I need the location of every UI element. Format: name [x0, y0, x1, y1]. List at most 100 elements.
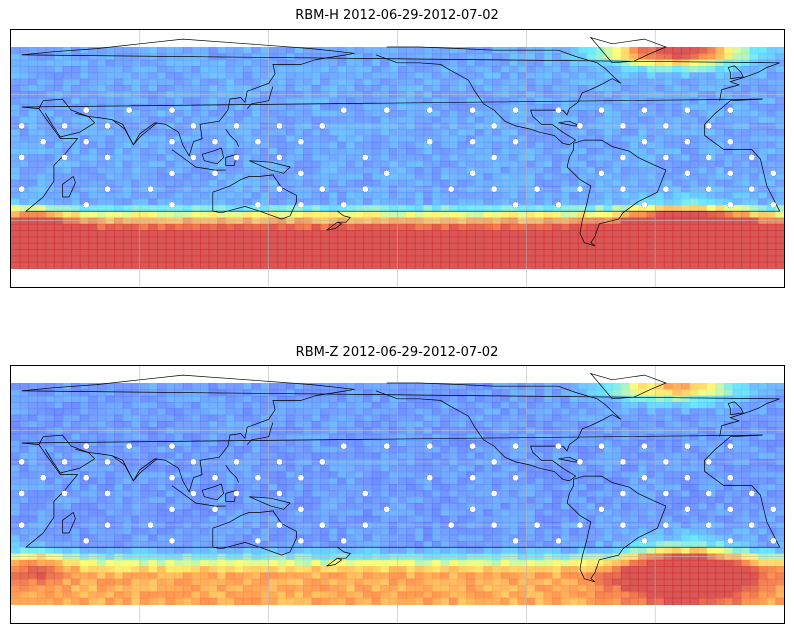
field-cell: [689, 135, 700, 143]
field-cell: [698, 242, 708, 250]
field-cell: [526, 84, 536, 93]
field-cell: [595, 217, 605, 225]
field-cell: [285, 122, 296, 131]
field-cell: [741, 122, 751, 131]
field-cell: [234, 484, 244, 492]
field-cell: [440, 78, 450, 86]
field-cell: [577, 223, 588, 232]
field-cell: [715, 53, 725, 61]
field-cell: [560, 72, 571, 80]
field-cell: [758, 477, 768, 485]
field-cell: [380, 179, 390, 187]
field-cell: [492, 465, 502, 473]
field-cell: [517, 91, 528, 99]
field-cell: [569, 439, 579, 448]
field-cell: [303, 446, 313, 454]
field-cell: [586, 78, 597, 86]
field-cell: [294, 141, 304, 149]
field-cell: [672, 97, 682, 105]
field-cell: [11, 230, 21, 238]
field-cell: [114, 179, 124, 187]
field-cell: [28, 160, 38, 168]
field-cell: [354, 59, 365, 67]
field-cell: [131, 110, 141, 118]
field-cell: [680, 53, 691, 61]
field-cell: [509, 59, 519, 67]
field-cell: [569, 116, 579, 124]
field-cell: [354, 141, 365, 149]
field-cell: [53, 401, 64, 410]
field-cell: [500, 116, 511, 124]
field-cell: [311, 110, 322, 118]
field-cell: [45, 471, 55, 479]
field-cell: [603, 395, 614, 403]
field-cell: [457, 116, 468, 124]
field-cell: [294, 414, 304, 422]
field-cell: [225, 116, 236, 124]
field-cell: [509, 211, 519, 219]
coastline: [38, 52, 355, 157]
field-cell: [715, 484, 725, 492]
station-marker: [555, 201, 562, 209]
field-cell: [251, 433, 262, 441]
field-cell: [526, 223, 536, 232]
field-cell: [62, 129, 73, 137]
field-cell: [526, 452, 536, 460]
field-cell: [620, 110, 631, 118]
field-cell: [655, 179, 665, 187]
field-cell: [354, 122, 365, 131]
field-cell: [440, 223, 450, 232]
field-cell: [328, 59, 339, 67]
field-cell: [449, 490, 459, 498]
field-cell: [698, 192, 708, 200]
field-cell: [732, 458, 743, 467]
field-cell: [311, 154, 322, 162]
field-cell: [157, 204, 167, 213]
field-cell: [457, 129, 468, 137]
field-cell: [406, 249, 416, 257]
field-cell: [354, 230, 365, 238]
field-cell: [457, 420, 468, 429]
field-cell: [569, 148, 579, 156]
field-cell: [208, 141, 219, 149]
field-cell: [303, 490, 313, 498]
field-cell: [303, 427, 313, 435]
field-cell: [517, 47, 528, 55]
field-cell: [36, 496, 47, 504]
field-cell: [457, 242, 468, 250]
field-cell: [517, 484, 528, 492]
field-cell: [200, 148, 210, 156]
field-cell: [603, 47, 614, 55]
field-cell: [406, 477, 416, 485]
field-cell: [646, 427, 657, 435]
field-cell: [586, 122, 597, 131]
field-cell: [191, 261, 201, 269]
field-cell: [36, 122, 47, 131]
field-cell: [775, 84, 784, 93]
field-cell: [509, 160, 519, 168]
field-cell: [71, 477, 81, 485]
field-cell: [509, 167, 519, 175]
field-cell: [260, 496, 270, 504]
field-cell: [552, 135, 562, 143]
field-cell: [423, 249, 433, 257]
field-cell: [595, 236, 605, 244]
field-cell: [534, 129, 545, 137]
field-cell: [96, 477, 107, 485]
field-cell: [105, 389, 116, 397]
field-cell: [517, 496, 528, 504]
field-cell: [543, 471, 554, 479]
field-cell: [320, 477, 330, 485]
field-cell: [457, 65, 468, 74]
field-cell: [354, 135, 365, 143]
field-cell: [380, 496, 390, 504]
field-cell: [311, 167, 322, 175]
field-cell: [131, 135, 141, 143]
field-cell: [766, 408, 777, 416]
field-cell: [706, 97, 717, 105]
field-cell: [560, 154, 571, 162]
field-cell: [157, 383, 167, 391]
field-cell: [423, 420, 433, 429]
field-cell: [225, 160, 236, 168]
field-cell: [217, 84, 227, 93]
